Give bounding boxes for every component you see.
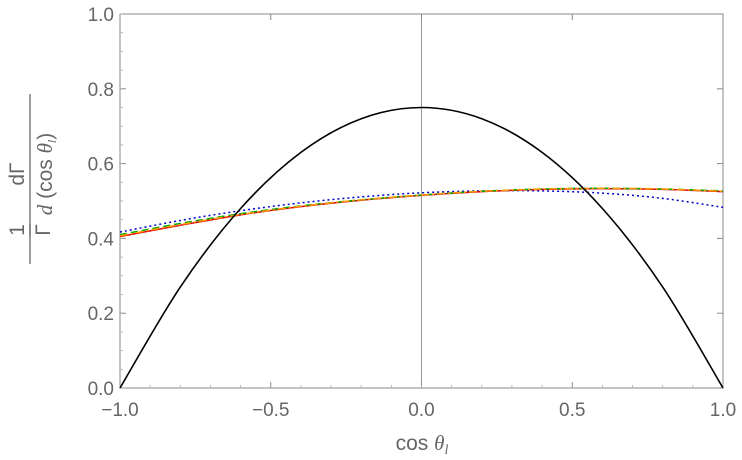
x-tick-label: −0.5 <box>252 400 290 421</box>
x-axis-title: cos θl <box>396 431 449 458</box>
svg-text:dΓ: dΓ <box>6 162 29 185</box>
x-tick-label: 0.5 <box>559 400 585 421</box>
series-line-4 <box>119 187 724 237</box>
series-line-0 <box>119 106 724 389</box>
y-tick-label: 1.0 <box>88 5 114 26</box>
svg-text:d (cos θl): d (cos θl) <box>33 133 59 216</box>
y-tick-label: 0.0 <box>88 379 114 400</box>
y-tick-labels: 0.0 0.2 0.4 0.6 0.8 1.0 <box>88 5 115 400</box>
svg-text:1: 1 <box>6 224 29 236</box>
x-tick-label: 0.0 <box>408 400 434 421</box>
y-tick-label: 0.2 <box>88 304 114 325</box>
y-axis-title: 1 Γ dΓ d (cos θl) <box>6 94 59 264</box>
y-tick-label: 0.8 <box>88 80 114 101</box>
y-tick-label: 0.4 <box>88 229 115 250</box>
x-tick-labels: −1.0 −0.5 0.0 0.5 1.0 <box>101 400 736 421</box>
series-line-3 <box>119 187 724 236</box>
x-tick-label: 1.0 <box>710 400 736 421</box>
curves <box>119 106 724 389</box>
x-tick-label: −1.0 <box>101 400 139 421</box>
svg-text:Γ: Γ <box>32 224 55 236</box>
y-tick-label: 0.6 <box>88 155 114 176</box>
